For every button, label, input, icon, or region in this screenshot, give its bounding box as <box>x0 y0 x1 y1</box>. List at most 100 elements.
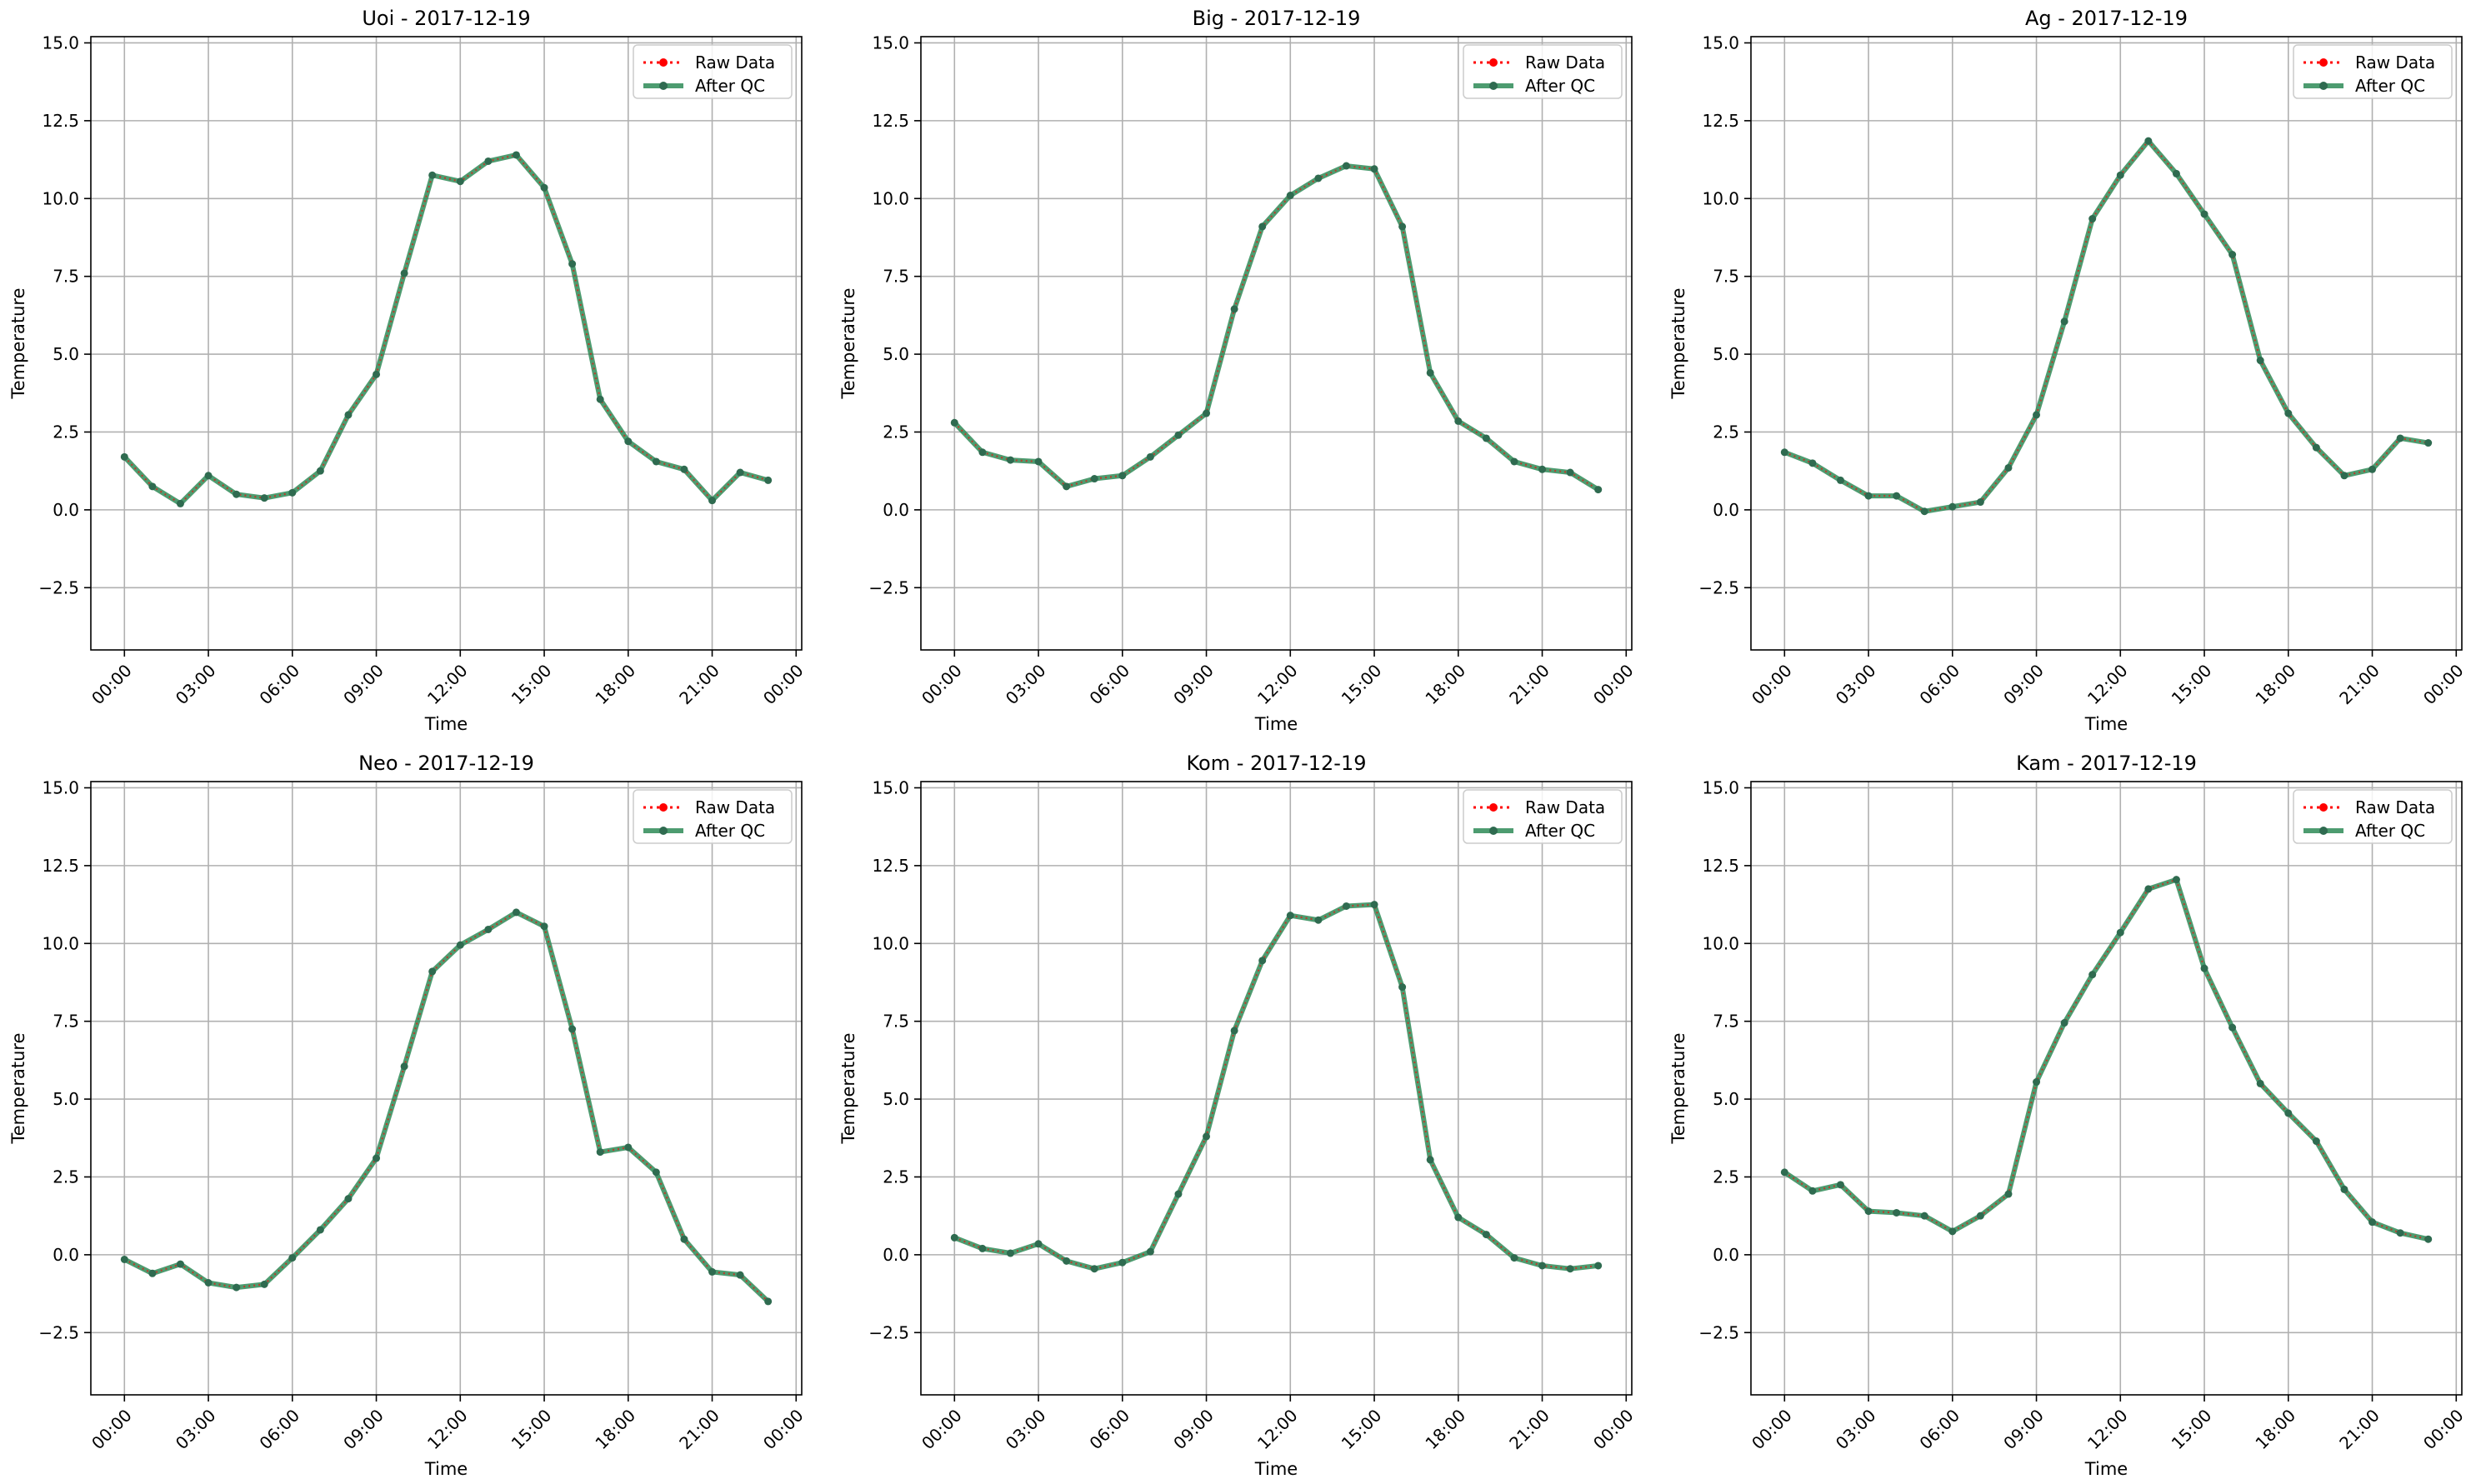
x-tick-label: 15:00 <box>1338 660 1386 708</box>
data-point <box>736 468 744 477</box>
x-tick-label: 00:00 <box>88 660 136 708</box>
x-tick-label: 00:00 <box>1748 1405 1796 1453</box>
x-tick-label: 00:00 <box>759 1405 808 1453</box>
data-point <box>2060 1019 2068 1027</box>
data-point <box>1566 1265 1574 1273</box>
x-tick-label: 00:00 <box>1589 1405 1638 1453</box>
series-after-qc-line <box>953 163 1600 492</box>
series-raw-data-line <box>123 911 769 1302</box>
x-tick-label: 12:00 <box>423 1405 472 1453</box>
data-point <box>652 1168 660 1177</box>
data-point <box>1426 368 1434 377</box>
data-point <box>1426 1156 1434 1164</box>
legend: Raw Data After QC <box>1463 789 1623 844</box>
data-point <box>484 157 493 165</box>
legend-label-raw: Raw Data <box>695 797 775 817</box>
data-point <box>1118 1258 1127 1267</box>
y-tick-label: 5.0 <box>883 344 909 364</box>
legend-marker-qc <box>659 827 668 835</box>
data-point <box>260 494 268 502</box>
data-point <box>2033 1078 2041 1087</box>
data-point <box>1594 486 1603 494</box>
series-raw-data-line <box>1783 878 2428 1241</box>
data-point <box>680 465 688 473</box>
legend-marker-qc <box>1489 82 1498 90</box>
data-point <box>2284 1109 2293 1117</box>
data-point <box>2004 1190 2013 1198</box>
x-tick-label: 15:00 <box>508 660 556 708</box>
data-point <box>1342 902 1350 910</box>
data-point <box>2172 876 2180 884</box>
x-tick-label: 21:00 <box>2335 1405 2383 1453</box>
data-point <box>978 1244 987 1252</box>
y-tick-label: 7.5 <box>53 1012 79 1032</box>
data-point <box>1006 1249 1014 1257</box>
data-point <box>1893 1208 1901 1217</box>
data-point <box>540 183 548 192</box>
data-point <box>1482 434 1490 442</box>
data-point <box>428 171 437 179</box>
chart-title: Neo - 2017-12-19 <box>358 752 534 775</box>
legend-marker-qc <box>2319 827 2328 835</box>
y-tick-label: 5.0 <box>1713 344 1739 364</box>
data-point <box>2396 1229 2404 1237</box>
series-raw-data-line <box>953 903 1598 1270</box>
y-tick-label: 0.0 <box>883 1245 909 1265</box>
x-tick-label: 03:00 <box>1832 660 1880 708</box>
data-point <box>2088 971 2097 979</box>
data-point <box>2284 409 2293 417</box>
legend-label-qc: After QC <box>2355 821 2425 841</box>
data-point <box>2340 472 2348 480</box>
legend: Raw Data After QC <box>2293 44 2453 99</box>
y-tick-label: −2.5 <box>38 577 79 597</box>
data-point <box>1174 431 1183 439</box>
data-point <box>1342 162 1350 170</box>
data-point <box>204 1279 213 1287</box>
data-point <box>1780 448 1788 457</box>
x-tick-label: 00:00 <box>918 1405 966 1453</box>
data-point <box>736 1271 744 1279</box>
x-tick-label: 18:00 <box>591 1405 639 1453</box>
x-tick-label: 00:00 <box>88 1405 136 1453</box>
y-tick-label: 7.5 <box>1713 1012 1739 1032</box>
data-point <box>680 1235 688 1243</box>
data-point <box>1808 459 1817 467</box>
x-tick-label: 21:00 <box>2335 660 2383 708</box>
data-point <box>2340 1185 2348 1193</box>
data-point <box>2424 439 2433 447</box>
legend-marker-raw <box>659 803 668 812</box>
data-point <box>1538 1262 1547 1270</box>
data-point <box>176 1260 184 1268</box>
data-point <box>484 925 493 933</box>
x-tick-label: 00:00 <box>918 660 966 708</box>
data-point <box>624 437 633 446</box>
data-point <box>568 1025 577 1033</box>
y-tick-label: 2.5 <box>883 422 909 442</box>
data-point <box>2256 1079 2264 1087</box>
x-tick-label: 12:00 <box>423 660 472 708</box>
data-point <box>260 1280 268 1288</box>
legend-label-qc: After QC <box>1525 76 1595 96</box>
y-axis-label: Temperature <box>838 1032 858 1144</box>
x-tick-label: 00:00 <box>1589 660 1638 708</box>
x-tick-label: 06:00 <box>1916 660 1964 708</box>
legend-marker-raw <box>1489 803 1498 812</box>
y-tick-label: 5.0 <box>53 344 79 364</box>
series-after-qc-line <box>1783 877 2429 1242</box>
data-point <box>428 967 437 976</box>
x-tick-label: 12:00 <box>1253 1405 1302 1453</box>
data-point <box>148 1269 157 1277</box>
data-point <box>2116 171 2124 179</box>
data-point <box>1286 192 1294 200</box>
x-tick-label: 15:00 <box>508 1405 556 1453</box>
data-point <box>316 467 324 475</box>
chart-title: Kam - 2017-12-19 <box>2016 752 2197 775</box>
x-tick-label: 21:00 <box>675 660 723 708</box>
data-point <box>400 1062 408 1071</box>
y-tick-label: 7.5 <box>883 267 909 287</box>
x-tick-label: 15:00 <box>2168 1405 2216 1453</box>
x-axis-label: Time <box>424 1459 468 1479</box>
data-point <box>2144 885 2153 893</box>
data-point <box>288 1254 297 1262</box>
